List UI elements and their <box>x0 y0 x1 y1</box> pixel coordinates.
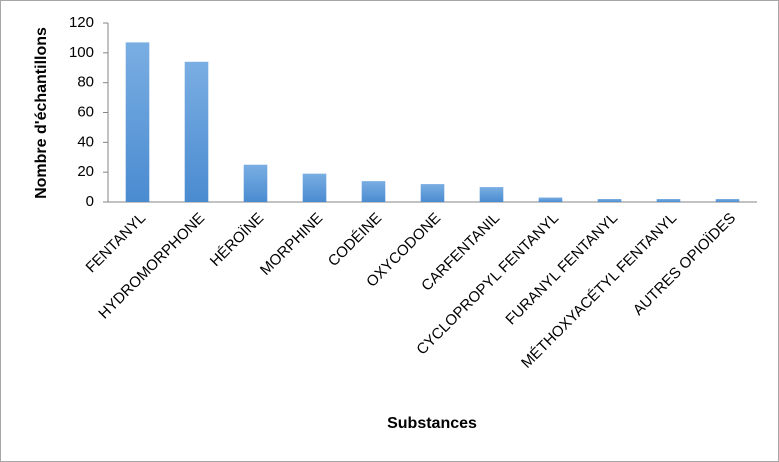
bar <box>361 181 386 202</box>
bar <box>302 173 327 202</box>
bar <box>479 187 504 202</box>
y-tick-label: 80 <box>77 74 94 91</box>
y-tick-label: 40 <box>77 133 94 150</box>
bar <box>597 199 622 202</box>
y-tick-label: 120 <box>69 14 94 31</box>
bar <box>184 61 209 203</box>
y-tick-label: 60 <box>77 103 94 120</box>
y-tick-label: 20 <box>77 163 94 180</box>
x-axis-title: Substances <box>387 415 477 432</box>
bar <box>715 199 740 202</box>
bar <box>420 184 445 202</box>
bar <box>243 164 268 202</box>
bar <box>125 42 150 203</box>
bar <box>656 199 681 202</box>
y-axis-title: Nombre d'échantillons <box>33 27 50 199</box>
y-tick-label: 0 <box>86 193 94 210</box>
y-tick-label: 100 <box>69 44 94 61</box>
bar <box>538 197 563 202</box>
